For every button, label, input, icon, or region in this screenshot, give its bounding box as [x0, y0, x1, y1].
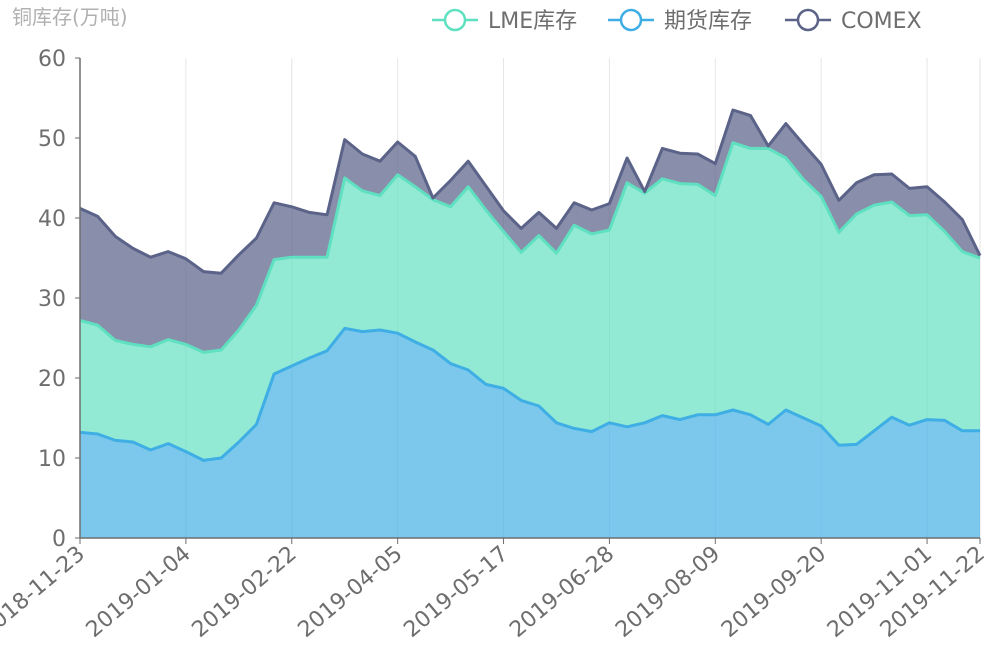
y-axis-title: 铜库存(万吨): [12, 5, 128, 29]
area-futures: [80, 328, 980, 538]
line-lme: [79, 141, 981, 354]
line-comex: [79, 108, 982, 275]
y-tick-label: 10: [38, 447, 66, 472]
x-tick-label: 2019-08-09: [611, 541, 725, 642]
legend-marker: [619, 8, 643, 32]
y-tick-label: 20: [38, 367, 66, 392]
x-tick-label: 2019-04-05: [293, 541, 407, 642]
x-tick-label: 2019-06-28: [505, 541, 619, 642]
legend-item[interactable]: LME库存: [432, 8, 577, 34]
legend-label: 期货库存: [664, 9, 752, 34]
legend-item[interactable]: COMEX: [785, 8, 922, 34]
legend-label: LME库存: [488, 9, 577, 34]
y-tick-label: 40: [38, 207, 66, 232]
legend[interactable]: LME库存 期货库存 COMEX: [432, 8, 922, 34]
legend-marker: [796, 8, 820, 32]
area-lme: [80, 142, 980, 461]
x-tick-label: 2019-05-17: [399, 541, 513, 642]
area-comex: [80, 110, 980, 353]
y-tick-label: 60: [38, 47, 66, 72]
x-tick-label: 2019-09-20: [717, 541, 831, 642]
y-tick-label: 50: [38, 127, 66, 152]
legend-label: COMEX: [841, 9, 922, 34]
y-tick-labels: 0 10 20 30 40 50 60: [38, 47, 80, 552]
line-futures: [79, 326, 980, 462]
y-tick-label: 0: [52, 527, 66, 552]
x-tick-label: 2019-02-22: [188, 541, 302, 642]
x-tick-label: 2018-11-23: [0, 541, 90, 642]
x-tick-label: 2019-01-04: [82, 541, 196, 642]
series-lines: [79, 108, 982, 462]
legend-marker: [443, 8, 467, 32]
x-tick-labels: 2018-11-232019-01-042019-02-222019-04-05…: [0, 538, 990, 643]
legend-item[interactable]: 期货库存: [608, 8, 752, 34]
series-areas: [80, 110, 980, 538]
y-tick-label: 30: [38, 287, 66, 312]
